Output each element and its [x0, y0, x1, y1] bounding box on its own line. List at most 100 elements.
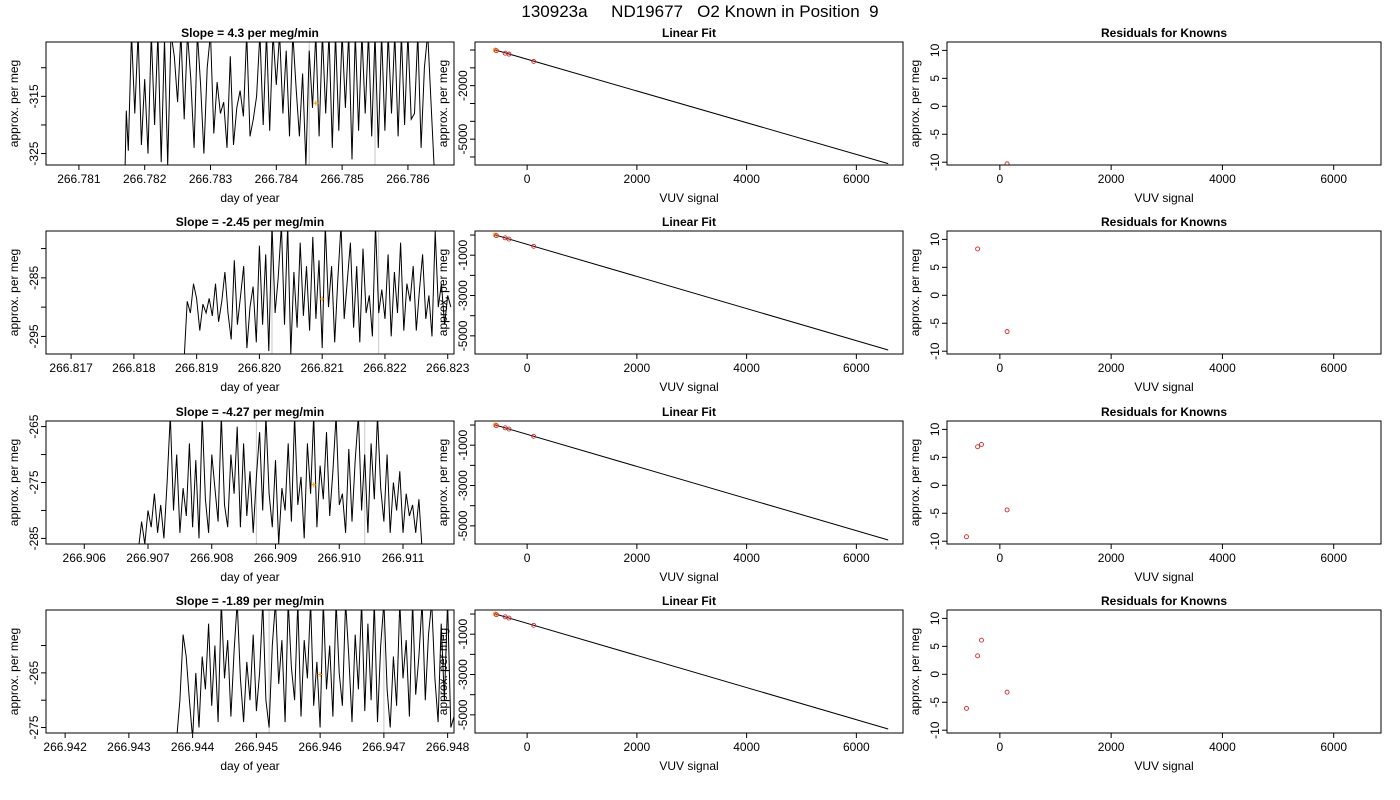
- panel-1-2-x-tick-label-4: 6000: [843, 172, 870, 186]
- panel-4-3-data-point-1: [964, 705, 969, 711]
- panel-2-2-y-axis-title: approx. per meg: [436, 249, 450, 336]
- panel-4-3-y-tick-label-1: -10: [928, 721, 942, 739]
- panel-4-1-y-axis-title: approx. per meg: [7, 628, 21, 715]
- panel-4-3-y-tick-label-3: 0: [928, 671, 942, 678]
- panel-1-2-y-tick-label-1: -2000: [456, 70, 470, 101]
- panel-3-3-y-tick-label-5: 10: [928, 422, 942, 436]
- panel-1-3-plot-area: [1004, 161, 1010, 165]
- panel-3-1-y-axis-title: approx. per meg: [7, 439, 21, 526]
- panel-4-2-data-point-5: [531, 622, 537, 628]
- panel-1-3: Residuals for Knowns 0 2000 4000 6000 -10 -5 0 5…: [908, 26, 1382, 205]
- panel-4-1-x-tick-label-2: 266.943: [107, 740, 151, 754]
- panel-2-1-x-tick-label-1: 266.817: [49, 361, 93, 375]
- panel-1-1-x-tick-label-1: 266.781: [57, 172, 101, 186]
- panel-2-2-title: Linear Fit: [662, 215, 716, 229]
- panel-2-3-frame: [946, 230, 1382, 355]
- panel-2-3-y-tick-label-1: -10: [928, 342, 942, 360]
- panel-1-3-y-tick-label-5: 10: [928, 43, 942, 57]
- panel-1-3-title: Residuals for Knowns: [1101, 26, 1227, 40]
- panel-4-3-x-tick-label-1: 0: [997, 740, 1004, 754]
- panel-2-1-x-tick-label-2: 266.818: [112, 361, 156, 375]
- panel-4-1-x-tick-label-3: 266.944: [171, 740, 215, 754]
- panel-4-3-plot-area: [964, 637, 1010, 711]
- panel-3-2-x-tick-label-2: 2000: [624, 551, 651, 565]
- panel-2-3-data-point-1: [975, 246, 981, 252]
- panel-2-3-x-tick-label-2: 2000: [1098, 361, 1125, 375]
- panel-3-1: Slope = -4.27 per meg/min 266.906 266.907 2…: [7, 405, 455, 584]
- panel-4-3-data-point-2: [975, 653, 981, 659]
- panel-4-3-y-axis-title: approx. per meg: [908, 628, 922, 715]
- panel-3-1-series-line-1: [138, 421, 423, 544]
- panel-1-1-x-axis-title: day of year: [220, 191, 279, 205]
- panel-4-1-highlight-point-1: [317, 672, 323, 678]
- panel-4-1-x-tick-label-1: 266.942: [43, 740, 87, 754]
- panel-3-3-x-tick-label-2: 2000: [1098, 551, 1125, 565]
- panel-4-2-x-tick-label-4: 6000: [843, 740, 870, 754]
- panel-3-3: Residuals for Knowns 0 2000 4000 6000 -10 -5 0 5…: [908, 405, 1382, 584]
- panel-4-1-frame: [45, 609, 455, 734]
- panel-4-1-x-tick-label-7: 266.948: [426, 740, 470, 754]
- panel-3-3-frame: [946, 420, 1382, 545]
- panel-2-2-data-point-2: [493, 233, 499, 239]
- panel-4-3-data-point-4: [1004, 689, 1010, 695]
- panel-4-2: Linear Fit 0 2000 4000 6000 -1000 -3000 -5000 VU…: [436, 594, 904, 773]
- panel-3-1-y-tick-label-1: -265: [27, 414, 41, 438]
- panel-4-1-x-tick-label-5: 266.946: [298, 740, 342, 754]
- panel-4-1-series-line-1: [176, 610, 454, 733]
- panel-2-3: Residuals for Knowns 0 2000 4000 6000 -10 -5 0 5…: [908, 215, 1382, 394]
- panel-1-3-frame: [946, 41, 1382, 166]
- panel-4-1-y-tick-label-1: -265: [27, 661, 41, 685]
- panel-1-1-plot-area: [124, 42, 435, 165]
- panel-1-3-y-axis-title: approx. per meg: [908, 60, 922, 147]
- panel-2-2-x-axis-title: VUV signal: [659, 380, 718, 394]
- panel-2-2-data-point-5: [531, 243, 537, 249]
- panel-2-1-x-tick-label-4: 266.820: [238, 361, 282, 375]
- panel-3-3-x-axis-title: VUV signal: [1134, 570, 1193, 584]
- panel-1-3-x-tick-label-2: 2000: [1098, 172, 1125, 186]
- panel-3-2: Linear Fit 0 2000 4000 6000 -1000 -3000 -5000 VU…: [436, 405, 904, 584]
- panel-3-1-y-tick-label-2: -275: [27, 470, 41, 494]
- panel-4-2-y-axis-title: approx. per meg: [436, 628, 450, 715]
- panel-3-1-plot-area: [138, 421, 423, 544]
- panel-4-3-x-tick-label-4: 6000: [1320, 740, 1347, 754]
- panel-1-1-x-tick-label-4: 266.784: [255, 172, 299, 186]
- panel-4-3-x-tick-label-3: 4000: [1209, 740, 1236, 754]
- panel-1-3-data-point-1: [1004, 161, 1010, 165]
- panel-2-1-x-tick-label-3: 266.819: [175, 361, 219, 375]
- panel-3-2-data-point-5: [531, 433, 537, 439]
- page-title: 130923a ND19677 O2 Known in Position 9: [521, 2, 879, 21]
- panel-1-3-x-tick-label-4: 6000: [1320, 172, 1347, 186]
- panel-1-2-x-tick-label-3: 4000: [733, 172, 760, 186]
- panel-1-2-y-tick-label-2: -5000: [456, 123, 470, 154]
- panel-4-2-data-point-2: [493, 612, 499, 618]
- panel-1-1-title: Slope = 4.3 per meg/min: [181, 26, 319, 40]
- panel-2-3-plot-area: [975, 246, 1010, 335]
- panel-1-2-frame: [474, 41, 904, 166]
- panel-2-2-x-tick-label-4: 6000: [843, 361, 870, 375]
- panel-2-1-y-axis-title: approx. per meg: [7, 249, 21, 336]
- panel-3-2-title: Linear Fit: [662, 405, 716, 419]
- panel-1-3-x-tick-label-3: 4000: [1209, 172, 1236, 186]
- panel-4-1-plot-area: [176, 610, 454, 733]
- panel-2-1-frame: [45, 230, 455, 355]
- panel-4-1-x-axis-title: day of year: [220, 759, 279, 773]
- panel-4-3: Residuals for Knowns 0 2000 4000 6000 -10 -5 0 5…: [908, 594, 1382, 773]
- panel-1-2-data-point-5: [531, 58, 537, 64]
- panel-2-2-y-tick-label-2: -3000: [456, 280, 470, 311]
- panel-1-1-frame: [45, 41, 455, 166]
- panel-3-1-x-tick-label-5: 266.910: [318, 551, 362, 565]
- panel-3-1-x-tick-label-2: 266.907: [126, 551, 170, 565]
- panel-2-1-highlight-point-1: [319, 296, 325, 302]
- panel-2-1-y-tick-label-2: -295: [27, 324, 41, 348]
- panel-2-1-plot-area: [183, 231, 452, 354]
- panel-4-1: Slope = -1.89 per meg/min 266.942 266.943 2…: [7, 594, 470, 773]
- panel-2-1-y-tick-label-1: -285: [27, 266, 41, 290]
- panel-2-3-x-tick-label-1: 0: [997, 361, 1004, 375]
- panel-1-3-y-tick-label-2: -5: [928, 129, 942, 140]
- panel-3-3-y-tick-label-2: -5: [928, 508, 942, 519]
- panel-1-2-data-point-4: [506, 51, 512, 57]
- panel-3-3-x-tick-label-4: 6000: [1320, 551, 1347, 565]
- panel-2-2-x-tick-label-3: 4000: [733, 361, 760, 375]
- panel-2-2-x-tick-label-2: 2000: [624, 361, 651, 375]
